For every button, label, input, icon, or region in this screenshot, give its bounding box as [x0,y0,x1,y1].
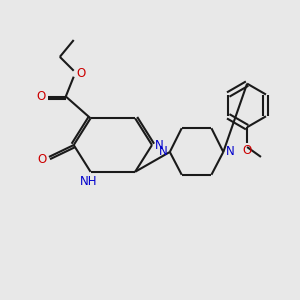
Text: O: O [242,143,252,157]
Text: O: O [36,90,46,103]
Text: O: O [38,153,46,167]
Text: N: N [158,146,167,158]
Text: N: N [226,146,235,158]
Text: O: O [76,67,85,80]
Text: NH: NH [80,175,97,188]
Text: N: N [154,139,163,152]
